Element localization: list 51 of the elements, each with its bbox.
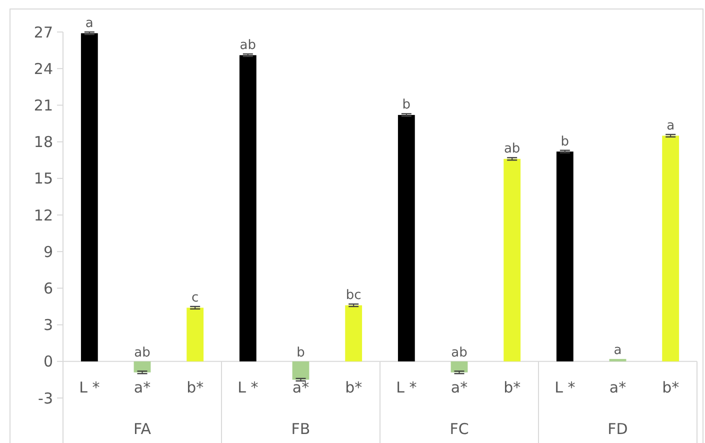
y-tick-label: 3 — [43, 316, 53, 334]
bar — [398, 114, 415, 362]
data-label: c — [192, 290, 199, 306]
x-tick-label: a* — [609, 378, 627, 396]
y-tick-label: 27 — [34, 23, 53, 42]
bar — [239, 55, 256, 362]
data-label: b — [560, 134, 570, 150]
data-label: bc — [346, 288, 362, 304]
text: FB — [291, 420, 310, 438]
x-tick-label: b* — [662, 378, 680, 396]
y-tick-label: 6 — [43, 279, 53, 298]
data-label: b — [296, 345, 305, 360]
y-tick-label: 15 — [34, 170, 53, 188]
text: FA — [133, 420, 152, 438]
bar — [556, 152, 574, 362]
y-tick-label: 18 — [34, 133, 53, 152]
x-tick-label: L * — [396, 378, 418, 396]
bar — [609, 358, 626, 362]
bar — [186, 308, 204, 362]
data-label: ab — [451, 345, 468, 360]
x-tick-label: L * — [79, 378, 100, 396]
x-tick-label: a* — [292, 378, 310, 396]
y-tick-label: 24 — [34, 60, 53, 78]
bar — [450, 361, 468, 372]
bar — [80, 33, 98, 362]
bar — [662, 136, 680, 362]
x-tick-label: L * — [554, 378, 576, 396]
x-tick-label: b* — [186, 378, 204, 396]
x-tick-label: L * — [238, 378, 259, 396]
x-tick-label: b* — [504, 378, 522, 396]
data-label: a — [666, 118, 675, 134]
text: FC — [450, 420, 469, 438]
bar — [134, 361, 151, 372]
text: FD — [608, 420, 628, 438]
y-tick-label: 12 — [34, 206, 53, 224]
data-label: a — [85, 16, 94, 31]
bar — [504, 158, 521, 362]
bar — [292, 361, 310, 380]
x-tick-label: a* — [134, 378, 152, 396]
y-tick-label: -3 — [38, 389, 53, 408]
data-label: ab — [240, 38, 256, 53]
data-label: ab — [504, 142, 520, 157]
y-tick-label: 9 — [43, 242, 53, 261]
data-label: b — [402, 98, 411, 113]
bar — [345, 305, 362, 362]
x-tick-label: a* — [450, 378, 468, 396]
y-tick-label: 0 — [43, 352, 53, 371]
data-label: ab — [134, 345, 150, 360]
x-tick-label: b* — [345, 378, 363, 396]
y-tick-label: 21 — [34, 96, 53, 114]
data-label: a — [614, 342, 622, 358]
